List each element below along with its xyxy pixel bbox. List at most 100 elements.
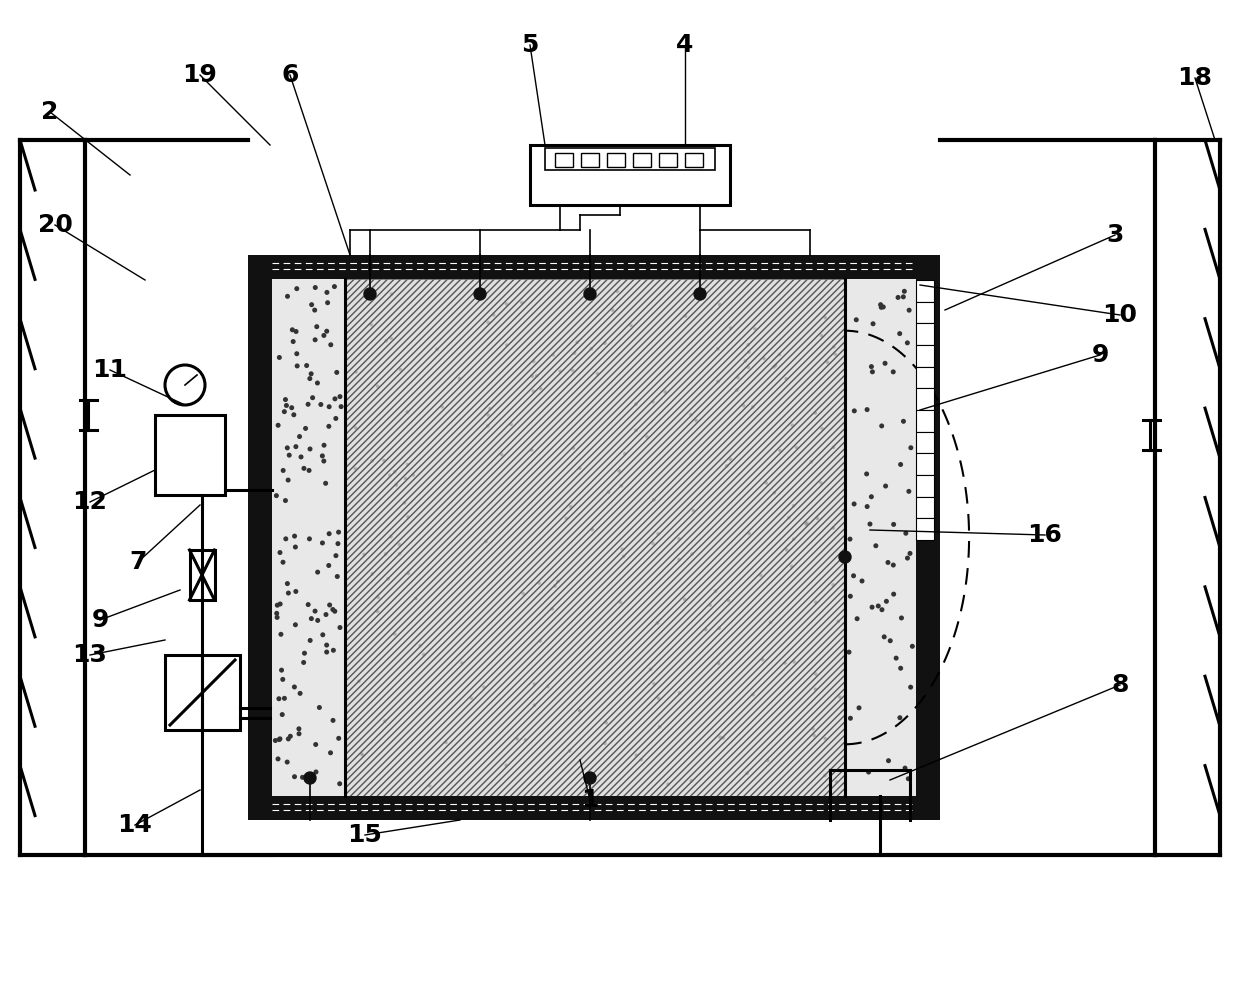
Circle shape (689, 413, 693, 416)
Circle shape (595, 372, 599, 376)
Circle shape (312, 307, 317, 312)
Circle shape (718, 736, 722, 739)
Bar (844, 279, 916, 796)
Circle shape (515, 737, 518, 741)
Bar (190, 550, 215, 600)
Circle shape (321, 442, 326, 447)
Circle shape (879, 607, 884, 612)
Circle shape (892, 591, 897, 596)
Circle shape (309, 372, 314, 377)
Circle shape (677, 558, 681, 562)
Bar (916, 345, 934, 367)
Circle shape (283, 498, 288, 503)
Circle shape (666, 782, 670, 786)
Circle shape (284, 403, 289, 408)
Circle shape (584, 288, 596, 300)
Text: 18: 18 (1178, 66, 1213, 90)
Circle shape (389, 292, 393, 296)
Circle shape (393, 470, 397, 473)
Bar (916, 497, 934, 518)
Circle shape (505, 343, 508, 347)
Circle shape (529, 448, 533, 452)
Text: 11: 11 (93, 358, 128, 382)
Circle shape (505, 302, 508, 306)
Circle shape (371, 572, 374, 576)
Circle shape (520, 301, 523, 304)
Circle shape (312, 337, 317, 342)
Text: 2: 2 (41, 100, 58, 124)
Circle shape (370, 323, 373, 326)
Circle shape (552, 353, 556, 357)
Circle shape (274, 611, 279, 616)
Circle shape (280, 468, 285, 473)
Circle shape (398, 552, 402, 556)
Text: 15: 15 (347, 823, 382, 847)
Circle shape (769, 620, 773, 624)
Circle shape (538, 639, 542, 643)
Circle shape (589, 347, 593, 351)
Circle shape (294, 444, 299, 449)
Circle shape (869, 494, 874, 499)
Circle shape (870, 370, 875, 375)
Circle shape (281, 696, 286, 701)
Circle shape (864, 471, 869, 476)
Circle shape (460, 661, 464, 665)
Circle shape (905, 556, 910, 561)
Circle shape (694, 288, 706, 300)
Bar (345, 279, 844, 796)
Circle shape (440, 406, 444, 409)
Bar (248, 796, 940, 820)
Circle shape (777, 353, 781, 357)
Circle shape (303, 651, 308, 656)
Circle shape (831, 583, 835, 586)
Circle shape (339, 405, 343, 410)
Circle shape (704, 628, 707, 631)
Circle shape (285, 759, 290, 764)
Circle shape (905, 340, 910, 345)
Circle shape (277, 696, 281, 701)
Circle shape (773, 491, 776, 495)
Circle shape (811, 727, 815, 731)
Circle shape (308, 376, 312, 381)
Circle shape (694, 418, 698, 422)
Circle shape (854, 616, 859, 621)
Circle shape (355, 370, 358, 374)
Circle shape (677, 537, 681, 541)
Circle shape (321, 333, 326, 338)
Circle shape (435, 348, 439, 351)
Circle shape (875, 603, 880, 608)
Circle shape (428, 784, 432, 787)
Circle shape (584, 772, 596, 784)
Circle shape (279, 632, 284, 637)
Circle shape (294, 589, 299, 594)
Circle shape (393, 632, 397, 636)
Bar (684, 153, 703, 167)
Circle shape (779, 449, 781, 452)
Circle shape (321, 458, 326, 463)
Circle shape (590, 528, 594, 532)
Circle shape (558, 370, 562, 373)
Circle shape (546, 685, 549, 689)
Circle shape (790, 565, 794, 569)
Circle shape (879, 423, 884, 428)
Circle shape (458, 377, 461, 381)
Text: 16: 16 (1028, 523, 1063, 547)
Circle shape (505, 763, 508, 767)
Circle shape (839, 551, 851, 563)
Circle shape (324, 329, 330, 334)
Circle shape (640, 758, 642, 761)
Circle shape (319, 402, 324, 407)
Circle shape (714, 589, 718, 593)
Circle shape (326, 531, 331, 536)
Circle shape (384, 553, 387, 556)
Circle shape (820, 481, 823, 485)
Circle shape (651, 542, 655, 546)
Circle shape (903, 765, 908, 770)
Circle shape (298, 434, 303, 439)
Circle shape (332, 608, 337, 613)
Circle shape (847, 537, 852, 542)
Circle shape (717, 380, 719, 384)
Circle shape (285, 581, 290, 586)
Circle shape (909, 445, 914, 450)
Circle shape (645, 435, 649, 438)
